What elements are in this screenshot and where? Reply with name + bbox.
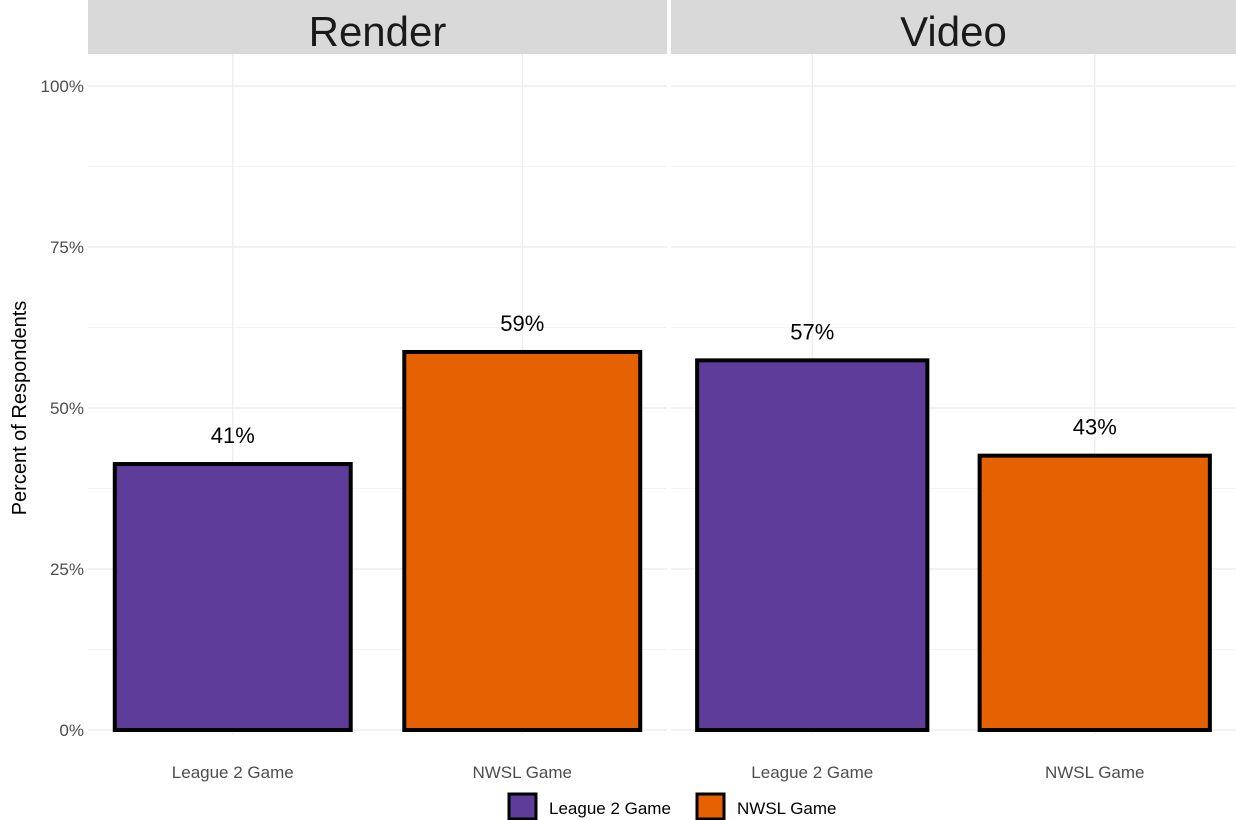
y-tick-label: 0% (59, 721, 84, 740)
x-tick-label: NWSL Game (1045, 763, 1145, 782)
bars (112, 349, 1212, 732)
bar-video-league2 (695, 358, 930, 732)
legend: League 2 Game NWSL Game (507, 792, 837, 820)
data-label: 43% (1073, 415, 1117, 440)
bar-video-nwsl (977, 453, 1212, 732)
panel-strip-render (88, 0, 667, 54)
panel-strip-video (671, 0, 1236, 54)
panel-strips: Render Video (88, 0, 1236, 55)
panel-title-render: Render (309, 8, 447, 55)
data-label: 41% (211, 423, 255, 448)
y-tick-label: 50% (50, 399, 84, 418)
legend-label: NWSL Game (737, 799, 837, 818)
x-tick-label: NWSL Game (472, 763, 572, 782)
x-tick-label: League 2 Game (751, 763, 873, 782)
y-tick-label: 25% (50, 560, 84, 579)
y-axis-ticks: 0% 25% 50% 75% 100% (41, 77, 84, 740)
data-label: 59% (500, 311, 544, 336)
data-labels: 41% 59% 57% 43% (211, 311, 1117, 448)
panel-title-video: Video (900, 8, 1007, 55)
y-tick-label: 75% (50, 238, 84, 257)
legend-key (507, 792, 538, 820)
x-axis-ticks: League 2 Game NWSL Game League 2 Game NWSL … (172, 763, 1145, 782)
legend-key (695, 792, 726, 820)
bar-render-nwsl (402, 349, 643, 732)
data-label: 57% (790, 319, 834, 344)
y-tick-label: 100% (41, 77, 84, 96)
y-axis-label: Percent of Respondents (9, 301, 31, 516)
legend-label: League 2 Game (549, 799, 671, 818)
x-tick-label: League 2 Game (172, 763, 294, 782)
bar-render-league2 (112, 462, 353, 732)
